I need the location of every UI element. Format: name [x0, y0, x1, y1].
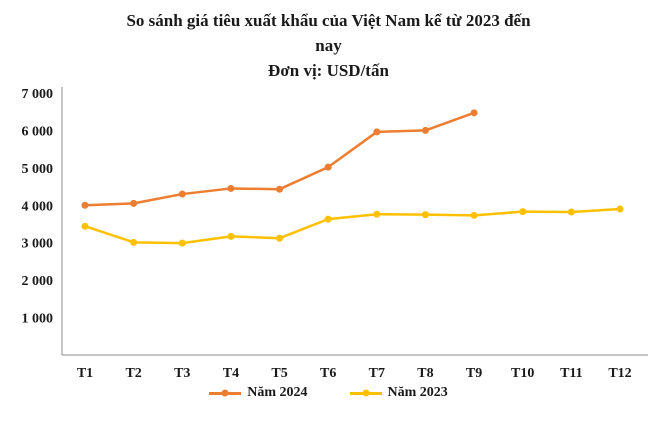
chart-title-line2: nay: [315, 36, 342, 55]
x-tick-label: T3: [174, 366, 190, 381]
legend-marker-dot: [221, 389, 229, 397]
y-tick-label: 6 000: [22, 124, 54, 139]
data-point: [324, 163, 332, 171]
x-tick-label: T6: [320, 366, 336, 381]
x-tick-label: T12: [608, 366, 631, 381]
data-point: [373, 210, 381, 218]
y-tick-label: 5 000: [22, 162, 54, 177]
chart-legend: Năm 2024 Năm 2023: [0, 385, 657, 401]
chart-title: So sánh giá tiêu xuất khẩu của Việt Nam …: [0, 0, 657, 83]
legend-item-nam-2023: Năm 2023: [349, 385, 448, 401]
data-point: [373, 128, 381, 136]
data-point: [276, 234, 284, 242]
x-tick-label: T2: [125, 366, 141, 381]
data-point: [130, 199, 138, 207]
y-tick-label: 4 000: [22, 199, 54, 214]
x-tick-label: T7: [369, 366, 385, 381]
chart-subtitle: Đơn vị: USD/tấn: [268, 61, 389, 80]
legend-swatch-nam-2024: [209, 389, 242, 397]
chart-area: 1 000 2 000 3 000 4 000 5 000 6 000 7 000 T1 T2 T…: [0, 83, 657, 383]
data-point: [470, 211, 478, 219]
x-tick-label: T9: [466, 366, 482, 381]
data-point: [227, 232, 235, 240]
data-point: [81, 201, 89, 209]
legend-label-nam-2023: Năm 2023: [387, 385, 448, 400]
data-point: [178, 239, 186, 247]
chart-title-line1: So sánh giá tiêu xuất khẩu của Việt Nam …: [126, 11, 531, 30]
y-tick-label: 7 000: [22, 87, 54, 102]
legend-label-nam-2024: Năm 2024: [247, 385, 308, 400]
data-point: [421, 211, 429, 219]
data-point: [567, 208, 575, 216]
x-tick-label: T1: [77, 366, 93, 381]
data-point: [324, 215, 332, 223]
legend-swatch-nam-2023: [349, 389, 382, 397]
data-point: [178, 190, 186, 198]
data-point: [616, 205, 624, 213]
data-point: [81, 222, 89, 230]
y-tick-label: 2 000: [22, 274, 54, 289]
data-point: [519, 208, 527, 216]
data-point: [130, 238, 138, 246]
x-tick-label: T4: [223, 366, 239, 381]
data-point: [227, 184, 235, 192]
line-chart: 1 000 2 000 3 000 4 000 5 000 6 000 7 000 T1 T2 T…: [22, 87, 648, 381]
data-point: [470, 109, 478, 117]
y-tick-label: 1 000: [22, 312, 54, 327]
x-tick-label: T10: [511, 366, 534, 381]
legend-marker-dot: [362, 389, 369, 397]
data-point: [421, 126, 429, 134]
series-line-nam-2023: [83, 207, 622, 245]
y-tick-label: 3 000: [22, 237, 54, 252]
legend-item-nam-2024: Năm 2024: [209, 385, 308, 401]
data-point: [276, 185, 284, 193]
x-tick-label: T8: [417, 366, 433, 381]
x-tick-label: T5: [271, 366, 287, 381]
x-tick-label: T11: [560, 366, 583, 381]
